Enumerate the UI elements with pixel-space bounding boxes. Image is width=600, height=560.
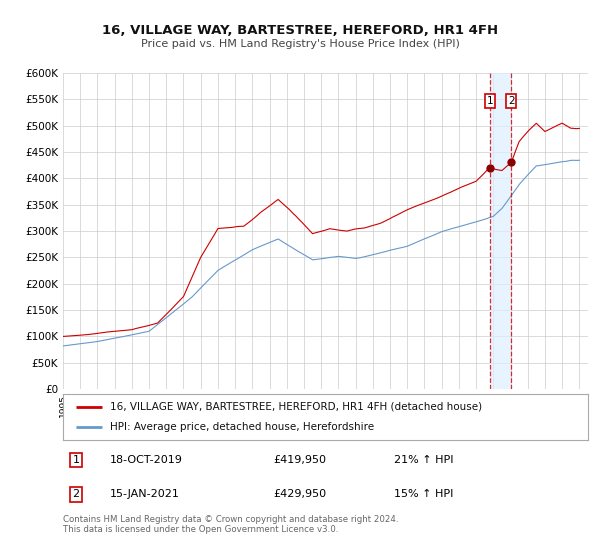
Text: 1: 1 <box>487 96 493 106</box>
Text: Contains HM Land Registry data © Crown copyright and database right 2024.
This d: Contains HM Land Registry data © Crown c… <box>63 515 398 534</box>
Text: £429,950: £429,950 <box>273 489 326 500</box>
Text: 18-OCT-2019: 18-OCT-2019 <box>110 455 183 465</box>
Text: 2: 2 <box>508 96 515 106</box>
Text: 1: 1 <box>73 455 80 465</box>
Text: 2: 2 <box>73 489 80 500</box>
Text: Price paid vs. HM Land Registry's House Price Index (HPI): Price paid vs. HM Land Registry's House … <box>140 39 460 49</box>
Text: 15% ↑ HPI: 15% ↑ HPI <box>394 489 453 500</box>
Text: 21% ↑ HPI: 21% ↑ HPI <box>394 455 453 465</box>
Text: £419,950: £419,950 <box>273 455 326 465</box>
Text: 16, VILLAGE WAY, BARTESTREE, HEREFORD, HR1 4FH (detached house): 16, VILLAGE WAY, BARTESTREE, HEREFORD, H… <box>110 402 482 412</box>
Text: 16, VILLAGE WAY, BARTESTREE, HEREFORD, HR1 4FH: 16, VILLAGE WAY, BARTESTREE, HEREFORD, H… <box>102 24 498 36</box>
Text: HPI: Average price, detached house, Herefordshire: HPI: Average price, detached house, Here… <box>110 422 374 432</box>
Text: 15-JAN-2021: 15-JAN-2021 <box>110 489 180 500</box>
Bar <box>490 73 511 389</box>
